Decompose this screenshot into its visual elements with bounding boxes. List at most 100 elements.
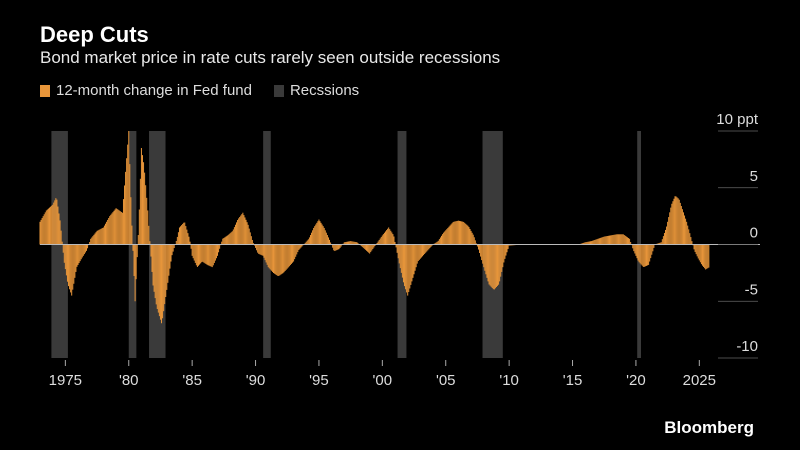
bar-534 bbox=[603, 236, 605, 245]
bar-243 bbox=[296, 244, 298, 255]
bar-344 bbox=[402, 244, 404, 283]
x-tick-label-9: '20 bbox=[626, 372, 646, 389]
x-tick-label-7: '10 bbox=[499, 372, 519, 389]
bar-74 bbox=[117, 209, 119, 245]
bar-27 bbox=[68, 244, 70, 287]
bar-227 bbox=[279, 244, 281, 276]
bar-554 bbox=[624, 235, 626, 245]
bar-168 bbox=[217, 244, 219, 256]
bar-579 bbox=[651, 244, 653, 255]
bar-100 bbox=[145, 185, 147, 245]
bar-545 bbox=[615, 234, 617, 245]
y-tick-label-1: 5 bbox=[750, 168, 758, 185]
bar-340 bbox=[398, 244, 400, 264]
bar-398 bbox=[460, 221, 462, 245]
bar-219 bbox=[270, 244, 272, 271]
bar-17 bbox=[57, 206, 59, 245]
bar-221 bbox=[273, 244, 275, 274]
bar-0 bbox=[39, 221, 41, 245]
bar-130 bbox=[176, 236, 178, 245]
bar-514 bbox=[582, 242, 584, 245]
bar-73 bbox=[116, 208, 118, 245]
bar-205 bbox=[256, 244, 258, 251]
bar-47 bbox=[89, 241, 91, 245]
bar-266 bbox=[320, 222, 322, 245]
bar-308 bbox=[364, 244, 366, 250]
bar-431 bbox=[494, 244, 496, 289]
bar-203 bbox=[253, 244, 255, 246]
bar-305 bbox=[361, 244, 363, 247]
bar-606 bbox=[679, 202, 681, 245]
bar-166 bbox=[214, 244, 216, 261]
bar-547 bbox=[617, 234, 619, 245]
bar-87 bbox=[131, 225, 133, 245]
bar-208 bbox=[259, 244, 261, 255]
bar-120 bbox=[166, 244, 168, 290]
bar-407 bbox=[469, 228, 471, 245]
bar-581 bbox=[653, 244, 655, 248]
bar-41 bbox=[82, 244, 84, 256]
bar-258 bbox=[312, 230, 314, 245]
bar-611 bbox=[685, 218, 687, 245]
bar-393 bbox=[454, 221, 456, 245]
bar-326 bbox=[383, 232, 385, 245]
bar-153 bbox=[201, 244, 203, 263]
bar-327 bbox=[385, 231, 387, 245]
bar-309 bbox=[365, 244, 367, 251]
bar-591 bbox=[663, 233, 665, 245]
bar-353 bbox=[412, 244, 414, 278]
bar-254 bbox=[307, 239, 309, 245]
bar-625 bbox=[699, 244, 701, 263]
bar-145 bbox=[192, 244, 194, 259]
bar-549 bbox=[619, 234, 621, 245]
bar-140 bbox=[187, 233, 189, 245]
bar-354 bbox=[413, 244, 415, 275]
bar-443 bbox=[507, 244, 509, 249]
y-tick-label-0: 10 ppt bbox=[716, 111, 759, 128]
bar-226 bbox=[278, 244, 280, 276]
bar-204 bbox=[255, 244, 257, 248]
bar-311 bbox=[368, 244, 370, 253]
bar-380 bbox=[441, 235, 443, 245]
bar-629 bbox=[704, 244, 706, 269]
bar-51 bbox=[93, 234, 95, 245]
bar-238 bbox=[290, 244, 292, 264]
bar-394 bbox=[455, 221, 457, 245]
bar-538 bbox=[607, 235, 609, 245]
bar-526 bbox=[595, 239, 597, 245]
bar-155 bbox=[203, 244, 205, 263]
bar-20 bbox=[60, 230, 62, 245]
bar-533 bbox=[602, 236, 604, 245]
bar-594 bbox=[667, 221, 669, 245]
bar-220 bbox=[271, 244, 273, 272]
legend-label-recessions: Recssions bbox=[289, 82, 360, 99]
bar-152 bbox=[200, 244, 202, 264]
bar-379 bbox=[439, 237, 441, 245]
bar-268 bbox=[322, 226, 324, 245]
bar-587 bbox=[659, 242, 661, 245]
bar-231 bbox=[283, 244, 285, 273]
bar-384 bbox=[445, 230, 447, 245]
bar-600 bbox=[673, 198, 675, 245]
bar-40 bbox=[81, 244, 83, 258]
bar-365 bbox=[425, 244, 427, 253]
bar-430 bbox=[493, 244, 495, 290]
bar-141 bbox=[188, 236, 190, 245]
bar-297 bbox=[353, 241, 355, 245]
bar-321 bbox=[378, 239, 380, 245]
bar-122 bbox=[168, 244, 170, 276]
bar-295 bbox=[351, 241, 353, 245]
bar-115 bbox=[161, 244, 163, 324]
bar-376 bbox=[436, 241, 438, 245]
bar-244 bbox=[297, 244, 299, 253]
bar-187 bbox=[237, 220, 239, 245]
bar-339 bbox=[397, 244, 399, 259]
bar-623 bbox=[697, 244, 699, 259]
bar-156 bbox=[204, 244, 206, 264]
bar-200 bbox=[250, 236, 252, 245]
bar-388 bbox=[449, 225, 451, 245]
bar-292 bbox=[348, 241, 350, 245]
legend-item-fed-fund: 12-month change in Fed fund bbox=[40, 82, 252, 99]
bar-408 bbox=[470, 230, 472, 245]
bar-363 bbox=[423, 244, 425, 256]
